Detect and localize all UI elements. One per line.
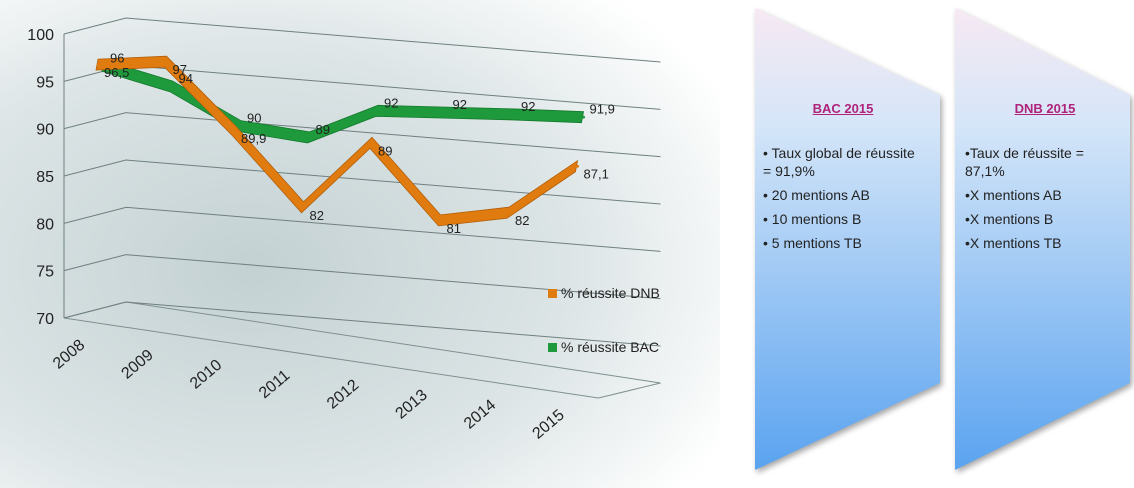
bac-panel-list: • Taux global de réussite = 91,9% • 20 m…	[763, 144, 923, 252]
data-label: 92	[384, 95, 398, 110]
data-label: 89	[316, 122, 330, 137]
list-item: •X mentions TB	[965, 235, 1062, 251]
gridline	[63, 206, 661, 252]
data-label: 82	[310, 208, 324, 223]
list-item: • Taux global de réussite = 91,9%	[763, 145, 915, 179]
data-point	[239, 124, 243, 128]
data-label: 81	[447, 221, 461, 236]
data-point	[308, 135, 311, 139]
series-ribbon-dnb	[95, 55, 579, 227]
list-item: • 5 mentions TB	[763, 235, 862, 251]
data-labels: 96 94 90 89 92 92 92 91,9 96,5 97 89,9 82 89 81 82 87,1	[104, 50, 615, 236]
data-label: 87,1	[584, 167, 609, 182]
bac-panel-title: BAC 2015	[812, 101, 874, 116]
data-label: 92	[521, 99, 535, 114]
gridline	[63, 159, 661, 205]
data-point	[582, 115, 585, 119]
series-group	[95, 55, 585, 227]
data-label: 91,9	[590, 102, 615, 117]
data-label: 96,5	[104, 65, 129, 80]
data-point	[576, 164, 579, 168]
dnb-panel-title: DNB 2015	[1014, 101, 1076, 116]
y-tick-label: 75	[36, 264, 54, 281]
data-point	[233, 129, 237, 133]
y-axis: 70 75 80 85 90 95 100	[27, 27, 65, 328]
y-tick-label: 85	[36, 169, 54, 186]
legend-label-dnb: % réussite DNB	[561, 285, 660, 301]
data-point	[302, 205, 305, 209]
data-point	[96, 63, 100, 67]
legend: % réussite DNB % réussite BAC	[548, 285, 660, 355]
gridline	[63, 112, 661, 158]
y-tick-label: 95	[36, 74, 54, 91]
gridline	[63, 301, 661, 347]
list-item: •X mentions B	[965, 211, 1054, 227]
data-label: 89	[378, 143, 392, 158]
list-item: •X mentions AB	[965, 187, 1062, 203]
dnb-summary-panel: DNB 2015 •Taux de réussite = 87,1% •X me…	[955, 8, 1134, 470]
list-item: • 20 mentions AB	[763, 187, 870, 203]
data-label: 89,9	[241, 131, 266, 146]
data-label: 97	[173, 62, 187, 77]
y-tick-label: 90	[36, 122, 54, 139]
gridlines	[63, 17, 661, 347]
dnb-panel-list: •Taux de réussite = 87,1% •X mentions AB…	[965, 144, 1125, 252]
dnb-panel-content: DNB 2015 •Taux de réussite = 87,1% •X me…	[965, 100, 1125, 258]
list-item: •Taux de réussite = 87,1%	[965, 145, 1084, 179]
data-point	[376, 109, 380, 113]
y-tick-label: 80	[36, 216, 54, 233]
bac-summary-panel: BAC 2015 • Taux global de réussite = 91,…	[755, 8, 945, 470]
data-point	[445, 111, 448, 115]
gridline	[63, 254, 661, 300]
data-label: 90	[247, 111, 261, 126]
data-label: 96	[110, 50, 124, 65]
bac-panel-content: BAC 2015 • Taux global de réussite = 91,…	[763, 100, 923, 258]
data-label: 94	[179, 71, 193, 86]
legend-swatch-bac	[548, 343, 557, 352]
data-point	[513, 112, 517, 116]
list-item: • 10 mentions B	[763, 211, 862, 227]
data-label: 92	[453, 97, 467, 112]
legend-label-bac: % réussite BAC	[561, 339, 659, 355]
legend-swatch-dnb	[548, 289, 557, 298]
data-point	[507, 211, 511, 215]
data-point	[171, 85, 174, 88]
data-label: 82	[515, 213, 529, 228]
gridline	[63, 17, 661, 63]
chevron-shape	[755, 8, 940, 470]
data-point	[165, 60, 168, 64]
chart-background	[0, 0, 720, 488]
chevron-shape	[955, 8, 1130, 470]
y-tick-label: 70	[36, 311, 54, 328]
y-tick-label: 100	[27, 27, 54, 44]
data-point	[439, 218, 442, 222]
data-point	[370, 141, 374, 145]
